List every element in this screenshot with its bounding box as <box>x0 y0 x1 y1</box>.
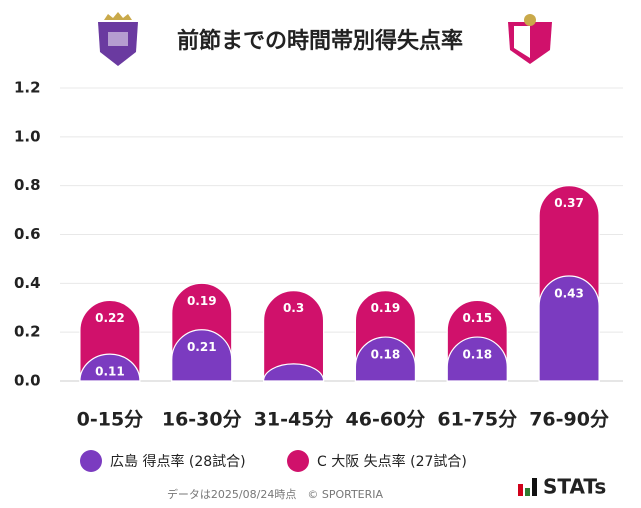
brand-logo <box>518 478 537 496</box>
footnote: データは2025/08/24時点 © SPORTERIA <box>167 487 384 501</box>
away-logo <box>508 14 552 64</box>
chart-title: 前節までの時間帯別得失点率 <box>177 28 463 54</box>
y-tick-label: 1.2 <box>14 79 41 97</box>
x-tick-label: 31-45分 <box>254 409 334 431</box>
data-label: 0.21 <box>187 340 217 354</box>
data-label: 0.37 <box>554 196 584 210</box>
data-label: 0.43 <box>554 287 584 301</box>
y-tick-label: 0.6 <box>14 225 41 243</box>
y-tick-label: 0.8 <box>14 176 41 194</box>
x-tick-label: 0-15分 <box>77 409 144 431</box>
x-tick-label: 61-75分 <box>437 409 517 431</box>
legend-swatch <box>80 450 102 472</box>
y-tick-label: 0.0 <box>14 372 41 390</box>
x-tick-label: 76-90分 <box>529 409 609 431</box>
y-tick-label: 1.0 <box>14 127 41 145</box>
bar-segment <box>171 329 233 382</box>
legend-label: C 大阪 失点率 (27試合) <box>317 453 467 470</box>
legend-label: 広島 得点率 (28試合) <box>110 453 246 470</box>
y-tick-label: 0.4 <box>14 274 41 292</box>
data-label: 0.22 <box>95 311 125 325</box>
data-label: 0.18 <box>462 348 492 362</box>
y-tick-label: 0.2 <box>14 323 41 341</box>
bar-segment <box>354 336 417 382</box>
brand: STATs <box>543 475 606 499</box>
bar-segment <box>538 275 600 382</box>
bar-segment <box>446 336 508 382</box>
home-logo <box>98 12 138 66</box>
bar-segment <box>262 290 325 382</box>
x-tick-label: 46-60分 <box>346 409 426 431</box>
bar-segment <box>79 353 141 382</box>
legend-swatch <box>287 450 309 472</box>
data-label: 0.11 <box>95 365 125 379</box>
bar-segment <box>262 363 325 382</box>
data-label: 0.15 <box>462 311 492 325</box>
data-label: 0.19 <box>371 301 401 315</box>
data-label: 0.19 <box>187 294 217 308</box>
x-tick-label: 16-30分 <box>162 409 242 431</box>
data-label: 0.18 <box>371 348 401 362</box>
data-label: 0.3 <box>283 301 304 315</box>
